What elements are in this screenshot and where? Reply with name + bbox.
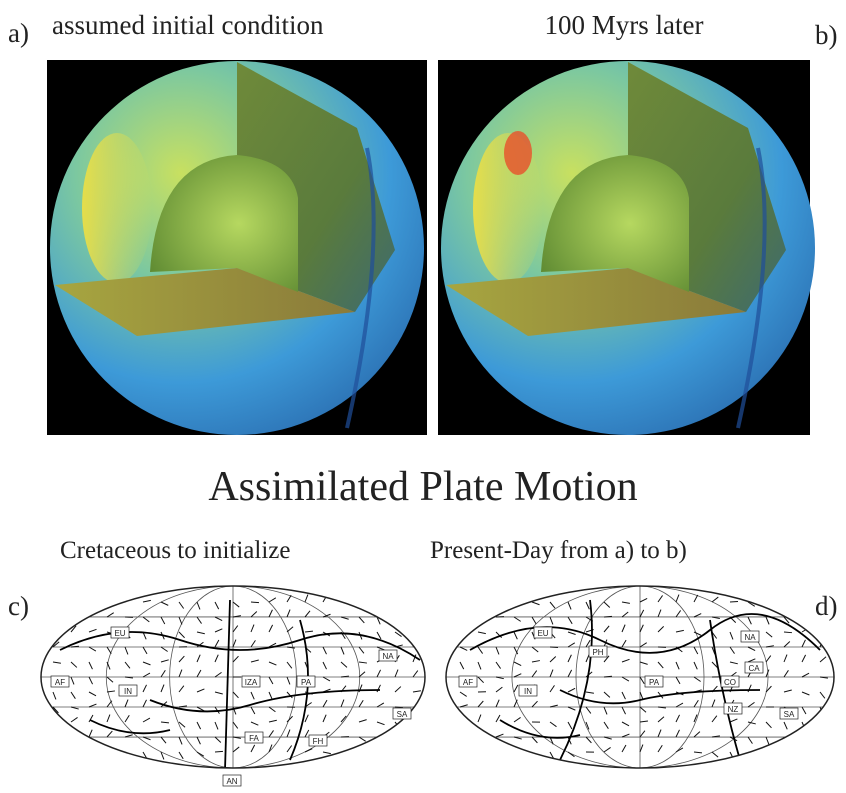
velocity-arrow [550,647,558,648]
plate-label: SA [397,710,408,719]
velocity-arrow [478,751,486,752]
velocity-arrow [341,752,347,758]
velocity-arrow [395,737,398,744]
panel-letter: a) [8,18,29,48]
panel-caption: assumed initial condition [52,10,324,40]
velocity-arrow [766,752,771,758]
velocity-arrow [215,751,223,752]
plate-label: CA [748,664,760,673]
sphere-panel: b) 100 Myrs later [438,10,838,435]
sphere-panels: a) assumed initial condition b) 100 Myrs la… [8,10,838,435]
velocity-arrow [395,617,398,624]
hot-core-zone [504,131,532,175]
velocity-arrow [604,616,612,617]
panel-letter: b) [815,20,838,50]
velocity-arrow [377,737,381,744]
velocity-arrow [251,602,259,603]
velocity-arrow [514,600,522,602]
map-caption: Cretaceous to initialize [60,537,290,564]
velocity-arrow [71,596,76,602]
velocity-arrow [53,745,56,752]
plate-label: IN [124,687,132,696]
velocity-arrow [802,617,810,620]
plate-label: FA [249,734,259,743]
plate-label: AF [55,678,65,687]
velocity-arrow [820,746,826,752]
velocity-arrow [784,752,791,755]
velocity-arrow [784,632,792,633]
plate-label: NZ [728,705,739,714]
velocity-arrow [478,595,481,602]
map-panel: EU NA AF IN PH PA CO CA NZ SA Present-Day from a) … [430,537,838,768]
plate-label: NA [744,633,756,642]
figure: a) assumed initial condition b) 100 Myrs la… [0,0,846,788]
plate-label: EU [537,629,548,638]
plate-label: IN [524,687,532,696]
velocity-arrow [802,750,810,752]
velocity-arrow [71,730,74,737]
plate-label: SA [784,710,795,719]
velocity-arrow [377,752,380,759]
velocity-arrow [395,602,399,609]
velocity-arrow [460,595,463,602]
velocity-arrow [496,752,503,756]
plate-label: AN [226,777,237,786]
velocity-arrow [413,602,416,609]
map-letter: d) [815,591,838,621]
plate-label: IZA [245,678,258,687]
velocity-arrow [460,747,466,752]
velocity-arrow [359,752,362,759]
velocity-arrow [478,731,483,737]
velocity-arrow [802,602,806,609]
velocity-arrow [514,752,518,759]
plate-label: FH [313,737,324,746]
map-caption: Present-Day from a) to b) [430,537,687,564]
velocity-arrow [460,629,467,632]
plate-label: NA [382,652,394,661]
plate-label: AF [463,678,473,687]
velocity-arrow [413,737,417,744]
plate-label: PA [301,678,312,687]
velocity-arrow [820,722,825,728]
velocity-arrow [460,715,464,722]
section-title: Assimilated Plate Motion [208,464,637,510]
velocity-arrow [377,602,383,607]
map-panel: EU NA AF IN IZA PA FA FH SA AN Cretaceous to initi… [8,537,425,786]
velocity-arrow [71,745,75,752]
plate-label: CO [724,678,736,687]
velocity-arrow [478,612,484,617]
velocity-arrow [460,730,463,737]
velocity-arrow [89,747,95,752]
velocity-arrow [53,599,61,602]
velocity-arrow [53,610,57,617]
hot-upwelling [82,133,152,283]
velocity-arrow [71,610,74,617]
velocity-arrow [460,610,464,617]
velocity-arrow [820,625,824,632]
sphere-panel: a) assumed initial condition [8,10,427,435]
velocity-arrow [802,737,808,742]
panel-caption: 100 Myrs later [545,10,704,40]
velocity-arrow [107,595,110,602]
velocity-arrow [89,595,92,602]
plate-label: PH [592,648,603,657]
velocity-arrow [395,752,400,758]
velocity-arrow [413,617,419,623]
velocity-arrow [53,731,59,737]
plate-label: EU [114,629,125,638]
map-panels: EU NA AF IN IZA PA FA FH SA AN Cretaceous to initi… [8,537,838,786]
velocity-arrow [784,602,787,609]
plate-label: PA [649,678,660,687]
velocity-arrow [413,722,416,729]
velocity-arrow [413,752,421,755]
map-letter: c) [8,591,29,621]
velocity-arrow [53,625,56,632]
velocity-arrow [496,596,501,602]
